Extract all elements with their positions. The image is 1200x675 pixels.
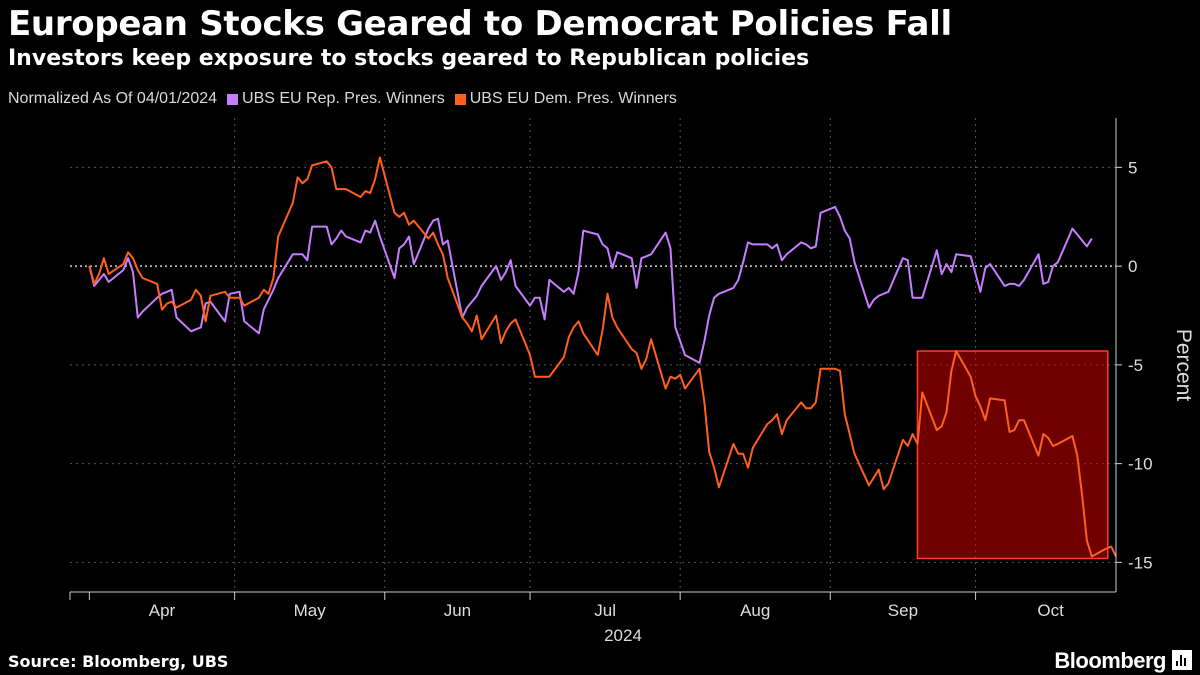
y-tick-label: -10 [1128, 455, 1153, 474]
legend-label-rep: UBS EU Rep. Pres. Winners [242, 90, 445, 107]
y-tick-label: 5 [1128, 158, 1137, 177]
axes: 5 0 -5 -10 -15 Apr May Jun Jul Aug Sep Oct 2024 Perce… [69, 118, 1195, 645]
x-tick-label-sep: Sep [888, 601, 918, 620]
x-tick-label-oct: Oct [1037, 601, 1064, 620]
y-tick-label: -5 [1128, 356, 1143, 375]
source-note: Source: Bloomberg, UBS [8, 652, 229, 671]
legend-swatch-rep [227, 93, 239, 105]
chart-subtitle: Investors keep exposure to stocks geared… [8, 46, 810, 71]
bloomberg-chart-icon [1172, 650, 1192, 670]
legend-label-dem: UBS EU Dem. Pres. Winners [469, 90, 677, 107]
x-tick-label-may: May [294, 601, 327, 620]
chart-title: European Stocks Geared to Democrat Polic… [8, 4, 952, 44]
highlight-box [916, 350, 1109, 560]
series-line-rep [88, 205, 1093, 364]
y-axis-title: Percent [1172, 329, 1195, 402]
x-tick-label-jul: Jul [594, 601, 616, 620]
y-tick-label: 0 [1128, 257, 1137, 276]
brand-logo: Bloomberg [1054, 648, 1166, 673]
x-tick-label-jun: Jun [444, 601, 471, 620]
series-lines [88, 156, 1117, 558]
series-line-dem [88, 156, 1117, 558]
legend-swatch-dem [454, 93, 466, 105]
x-axis-year-label: 2024 [604, 626, 642, 645]
highlight-box-layer [916, 350, 1109, 560]
legend-note: Normalized As Of 04/01/2024 [8, 90, 218, 107]
legend: Normalized As Of 04/01/2024 UBS EU Rep. … [8, 90, 677, 108]
y-tick-label: -15 [1128, 553, 1153, 572]
x-tick-label-apr: Apr [149, 601, 176, 620]
x-tick-label-aug: Aug [740, 601, 770, 620]
